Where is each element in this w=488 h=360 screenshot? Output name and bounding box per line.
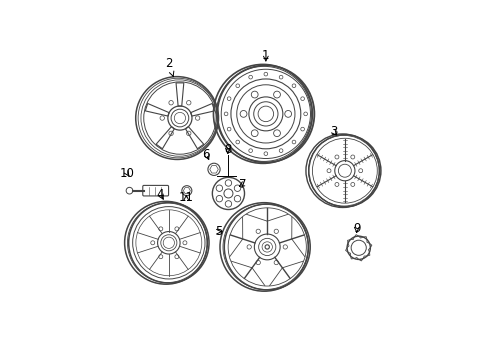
Text: 7: 7: [238, 178, 245, 191]
Text: 10: 10: [120, 167, 134, 180]
Text: 3: 3: [329, 125, 337, 138]
Text: 1: 1: [262, 49, 269, 62]
Text: 5: 5: [215, 225, 222, 238]
Text: 2: 2: [165, 58, 173, 76]
Text: 8: 8: [224, 143, 231, 157]
Text: 9: 9: [352, 222, 360, 235]
Text: 6: 6: [202, 148, 209, 161]
Text: 11: 11: [179, 190, 193, 203]
Text: 4: 4: [157, 188, 164, 201]
